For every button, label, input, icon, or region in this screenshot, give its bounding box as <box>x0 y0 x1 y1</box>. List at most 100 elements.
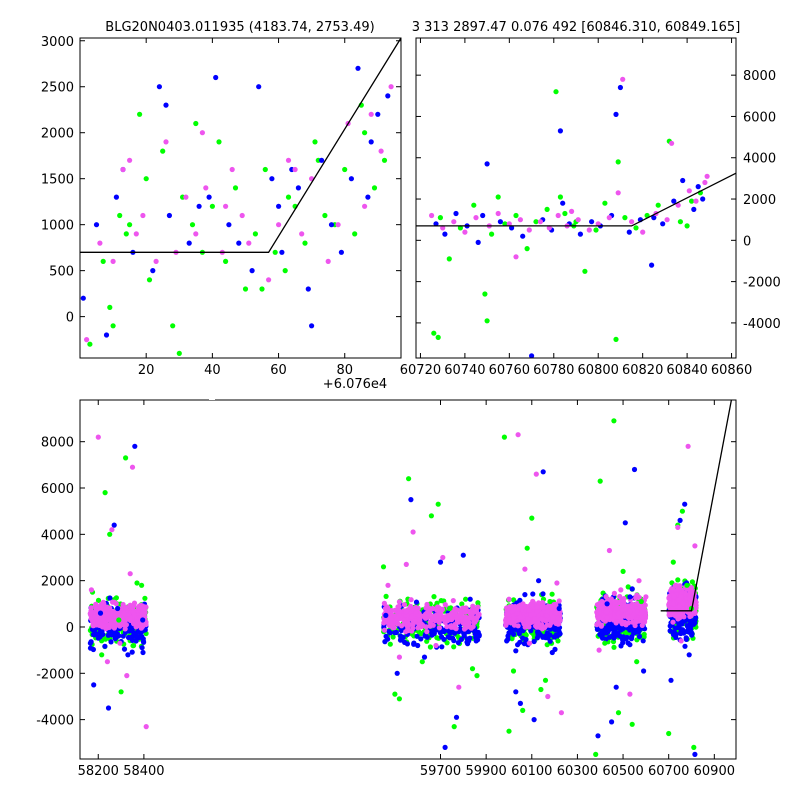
full-green-point <box>593 751 599 758</box>
season-magenta-point <box>606 215 612 221</box>
full-blue-point <box>453 714 460 720</box>
cluster-3-magenta-point <box>621 602 627 608</box>
cluster-4-blue-point <box>686 629 692 635</box>
season-green-point <box>613 336 619 342</box>
season-magenta-point <box>473 215 479 221</box>
full-magenta-point <box>685 443 691 449</box>
cluster-1-blue-point <box>383 633 389 640</box>
zoom-green-point <box>342 166 348 173</box>
zoom-magenta-point <box>97 240 103 246</box>
season-ytick-label: 6000 <box>743 110 776 125</box>
cluster-1-magenta-point <box>381 600 387 607</box>
cluster-4-blue-point <box>681 630 687 636</box>
season-panel: 3 313 2897.47 0.076 492 [60846.310, 6084… <box>400 20 781 378</box>
full-green-point <box>679 508 686 514</box>
season-blue-point <box>453 210 459 217</box>
season-blue-point <box>700 196 706 202</box>
full-blue-point <box>415 642 421 649</box>
full-magenta-point <box>627 691 633 697</box>
cluster-0-magenta-point <box>131 612 138 618</box>
season-green-point <box>437 215 443 221</box>
full-model-line <box>660 399 733 612</box>
cluster-1-green-point <box>383 593 389 600</box>
zoom-panel-title: BLG20N0403.011935 (4183.74, 2753.49) <box>105 20 374 35</box>
season-magenta-point <box>615 190 621 196</box>
zoom-green-point <box>285 194 292 200</box>
full-blue-point <box>442 744 448 751</box>
cluster-3-green-point <box>625 584 631 590</box>
full-xtick-label: 60700 <box>648 764 689 779</box>
full-ytick-label: -4000 <box>36 714 74 729</box>
cluster-3-blue-point <box>625 640 631 646</box>
season-magenta-point <box>575 217 581 223</box>
season-ytick-label: 8000 <box>743 69 776 84</box>
cluster-2-magenta-point <box>527 620 534 626</box>
full-green-point <box>542 677 549 683</box>
cluster-0-magenta-point <box>106 616 112 622</box>
zoom-green-point <box>223 258 229 264</box>
season-blue-point <box>651 215 657 221</box>
cluster-1-magenta-point <box>408 597 414 603</box>
season-blue-point <box>560 200 566 206</box>
cluster-3-magenta-point <box>638 604 645 610</box>
zoom-magenta-point <box>299 231 305 237</box>
cluster-0-magenta-point <box>90 619 96 625</box>
season-magenta-point <box>546 225 552 231</box>
season-blue-point <box>529 353 535 359</box>
full-blue-point <box>132 443 138 449</box>
cluster-2-magenta-point <box>553 620 559 627</box>
season-magenta-point <box>693 198 699 204</box>
cluster-3-blue-point <box>616 632 622 639</box>
cluster-2-blue-point <box>514 627 520 633</box>
zoom-blue-point <box>385 93 391 99</box>
season-blue-point <box>660 221 666 227</box>
cluster-3-magenta-point <box>617 593 623 600</box>
cluster-1-blue-point <box>445 634 451 640</box>
full-blue-point <box>677 517 683 524</box>
cluster-0-blue-point <box>88 639 94 645</box>
cluster-0-green-point <box>142 595 148 601</box>
season-magenta-point <box>429 212 435 219</box>
cluster-2-magenta-point <box>536 600 542 606</box>
cluster-1-magenta-point <box>394 616 400 622</box>
full-ytick-label: -2000 <box>36 667 74 682</box>
cluster-2-magenta-point <box>553 601 559 607</box>
season-green-point <box>457 225 463 231</box>
full-magenta-point <box>506 596 512 602</box>
cluster-3-blue-point <box>603 630 609 636</box>
zoom-blue-point <box>93 222 100 228</box>
cluster-0-magenta-point <box>143 621 149 628</box>
season-ytick-label: -4000 <box>743 317 781 332</box>
zoom-magenta-point <box>378 148 384 154</box>
cluster-1-blue-point <box>472 631 478 637</box>
full-green-point <box>629 721 635 727</box>
season-magenta-point <box>686 188 692 194</box>
cluster-0-blue-point <box>120 633 126 639</box>
full-magenta-point <box>117 640 123 646</box>
season-blue-point <box>691 206 697 212</box>
full-green-point <box>602 640 608 646</box>
cluster-2-blue-point <box>530 591 536 597</box>
zoom-magenta-point <box>368 111 374 117</box>
zoom-green-point <box>381 157 388 163</box>
zoom-blue-point <box>319 157 325 163</box>
zoom-magenta-point <box>276 222 282 228</box>
zoom-magenta-point <box>335 222 341 228</box>
zoom-magenta-point <box>266 277 272 283</box>
season-green-point <box>557 194 564 200</box>
zoom-green-point <box>176 350 182 356</box>
cluster-3-blue-point <box>629 634 635 640</box>
cluster-4-blue-point <box>688 624 694 630</box>
zoom-green-point <box>160 148 166 154</box>
season-magenta-point <box>555 212 561 219</box>
zoom-green-point <box>352 231 358 237</box>
season-model-line <box>416 172 737 227</box>
zoom-blue-point <box>186 240 192 246</box>
cluster-1-magenta-point <box>381 627 388 633</box>
cluster-1-blue-point <box>467 635 473 641</box>
cluster-1-magenta-point <box>475 604 481 610</box>
full-green-point <box>99 652 105 658</box>
zoom-green-point <box>252 231 258 237</box>
cluster-4-magenta-point <box>687 613 693 620</box>
cluster-4-magenta-point <box>676 597 682 603</box>
